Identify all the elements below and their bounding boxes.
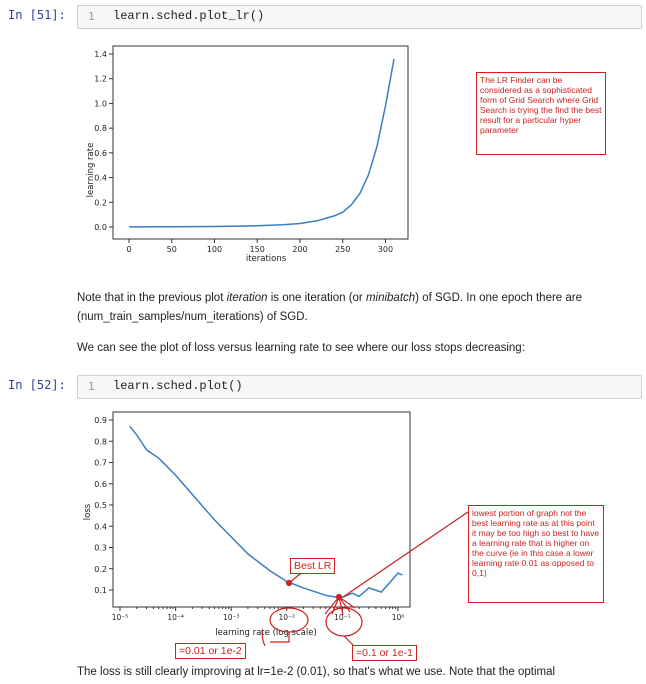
code-text: learn.sched.plot()	[113, 379, 243, 393]
x-tick-label: 10⁻⁵	[112, 613, 129, 622]
label-1e-1: =0.1 or 1e-1	[352, 645, 417, 661]
x-tick-label: 100	[207, 245, 222, 254]
lr-plot: 0.0 0.2 0.4 0.6 0.8 1.0 1.2 1.4 0 50 100 150 200 250…	[86, 45, 409, 264]
y-tick-label: 0.6	[94, 149, 107, 158]
plot-frame	[112, 411, 411, 608]
x-tick-label: 10⁻³	[223, 613, 240, 622]
code-text: learn.sched.plot_lr()	[113, 9, 265, 23]
loss-plot: 0.1 0.2 0.3 0.4 0.5 0.6 0.7 0.8 0.9 10⁻⁵ 10⁻⁴ 10⁻³…	[83, 411, 469, 649]
y-tick-label: 0.2	[94, 565, 107, 574]
x-tick-label: 10⁰	[392, 613, 405, 622]
x-tick-label: 0	[126, 245, 131, 254]
best-lr-marker	[285, 579, 293, 587]
label-1e-2: =0.01 or 1e-2	[175, 643, 246, 659]
best-lr-label: Best LR	[290, 558, 336, 574]
x-tick-label: 250	[335, 245, 350, 254]
markdown-paragraph-3: The loss is still clearly improving at l…	[77, 666, 556, 678]
y-tick-label: 0.3	[94, 544, 107, 553]
x-axis-label: learning rate (log scale)	[215, 628, 317, 638]
lowest-portion-note: lowest portion of graph not the best lea…	[468, 505, 604, 603]
y-tick-label: 0.8	[94, 437, 107, 446]
lr-finder-note: The LR Finder can be considered as a sop…	[476, 72, 606, 155]
y-tick-label: 0.8	[94, 124, 107, 133]
y-axis-label: loss	[83, 503, 93, 520]
x-axis-label: iterations	[246, 254, 287, 264]
x-tick-label: 300	[378, 245, 393, 254]
lr-curve	[128, 58, 395, 228]
y-tick-label: 0.4	[94, 174, 107, 183]
line-number: 1	[88, 10, 95, 23]
x-tick-label: 10⁻⁴	[167, 613, 184, 622]
y-tick-label: 1.4	[94, 50, 107, 59]
markdown-paragraph-2: We can see the plot of loss versus learn…	[77, 342, 525, 354]
line-number: 1	[88, 380, 95, 393]
y-tick-label: 1.2	[94, 75, 107, 84]
markdown-paragraph-1: Note that in the previous plot iteration…	[77, 292, 583, 323]
y-tick-label: 0.6	[94, 480, 107, 489]
y-tick-label: 0.0	[94, 223, 107, 232]
y-tick-label: 0.4	[94, 522, 107, 531]
x-tick-label: 150	[250, 245, 265, 254]
y-tick-label: 0.9	[94, 416, 107, 425]
y-tick-label: 0.5	[94, 501, 107, 510]
loss-curve	[129, 425, 403, 599]
x-tick-label: 50	[167, 245, 177, 254]
code-cell-52[interactable]: 1 learn.sched.plot()	[77, 375, 642, 399]
y-tick-label: 0.7	[94, 459, 107, 468]
annotation-strokes	[261, 511, 469, 649]
y-tick-label: 0.2	[94, 198, 107, 207]
y-tick-label: 0.1	[94, 586, 107, 595]
x-tick-label: 10⁻¹	[334, 613, 351, 622]
x-tick-label: 10⁻²	[279, 613, 296, 622]
plot-frame	[112, 45, 409, 240]
y-axis-label: learning rate	[86, 143, 96, 198]
cell-prompt-52: In [52]:	[8, 378, 66, 392]
y-tick-label: 1.0	[94, 99, 107, 108]
code-cell-51[interactable]: 1 learn.sched.plot_lr()	[77, 5, 642, 29]
cell-prompt-51: In [51]:	[8, 8, 66, 22]
x-tick-label: 200	[292, 245, 307, 254]
